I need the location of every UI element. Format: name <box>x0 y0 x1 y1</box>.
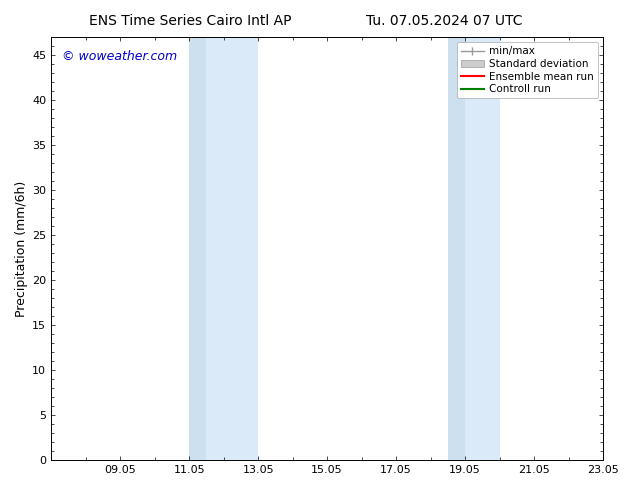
Text: © woweather.com: © woweather.com <box>62 50 178 63</box>
Bar <box>207 37 258 460</box>
Legend: min/max, Standard deviation, Ensemble mean run, Controll run: min/max, Standard deviation, Ensemble me… <box>456 42 598 98</box>
Text: ENS Time Series Cairo Intl AP: ENS Time Series Cairo Intl AP <box>89 14 292 28</box>
Y-axis label: Precipitation (mm/6h): Precipitation (mm/6h) <box>15 180 28 317</box>
Bar <box>448 37 465 460</box>
Bar <box>465 37 500 460</box>
Text: Tu. 07.05.2024 07 UTC: Tu. 07.05.2024 07 UTC <box>366 14 522 28</box>
Bar <box>189 37 207 460</box>
